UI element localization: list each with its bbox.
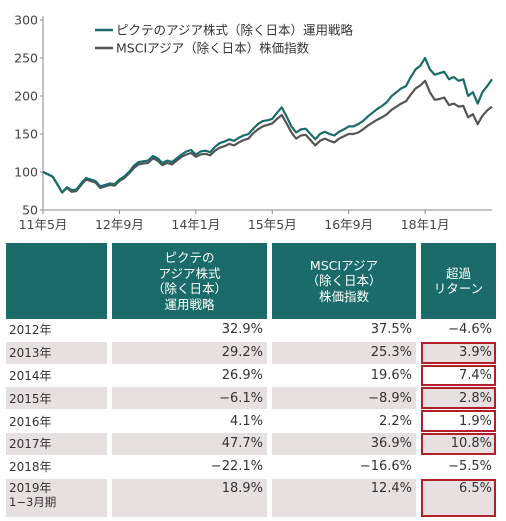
x-tick-label: 16年9月 [324,217,373,232]
year-label: 2012年 [9,323,52,338]
header-line: MSCIアジア [309,257,379,273]
year-cell: 2012年 [6,319,112,342]
header-excess: 超過 リターン [421,243,496,319]
strategy-return-cell: 4.1% [112,410,272,433]
index-return-cell: 37.5% [272,319,421,342]
header-line: ピクテの [164,250,215,265]
index-return-cell: 36.9% [272,432,421,456]
table-row: 2012年 32.9% 37.5% −4.6% [6,319,496,342]
strategy-return-cell: 29.2% [112,341,272,365]
excess-return-cell: 10.8% [421,432,496,456]
header-strategy: ピクテの アジア株式 （除く日本） 運用戦略 [112,243,272,319]
year-label: 2013年 [9,346,52,361]
table-row: 2015年 −6.1% −8.9% 2.8% [6,387,496,411]
year-cell: 2014年 [6,364,112,388]
x-tick-label: 11年5月 [19,217,68,232]
year-label: 2019年 [9,480,52,495]
index-return-cell: 19.6% [272,364,421,388]
year-cell: 2018年 [6,455,112,479]
returns-table-wrap: ピクテの アジア株式 （除く日本） 運用戦略 MSCIアジア （除く日本） 株価… [6,243,496,518]
excess-return-cell: 6.5% [421,478,496,518]
y-tick-label: 150 [14,127,38,142]
table-row: 2018年 −22.1% −16.6% −5.5% [6,455,496,479]
series-line-index [42,79,493,194]
excess-return-cell: −5.5% [421,455,496,479]
y-tick-label: 250 [14,51,38,66]
year-cell: 2016年 [6,410,112,433]
strategy-return-cell: −22.1% [112,455,272,479]
strategy-return-cell: 26.9% [112,364,272,388]
table-header-row: ピクテの アジア株式 （除く日本） 運用戦略 MSCIアジア （除く日本） 株価… [6,243,496,319]
header-line: （除く日本） [306,273,382,289]
index-return-cell: 2.2% [272,410,421,433]
header-line: 運用戦略 [164,296,215,312]
y-tick-label: 300 [14,13,38,28]
header-index: MSCIアジア （除く日本） 株価指数 [272,243,421,319]
table-row: 2014年 26.9% 19.6% 7.4% [6,364,496,388]
index-return-cell: 25.3% [272,341,421,365]
year-cell: 2017年 [6,432,112,456]
performance-line-chart: 50 100 150 200 250 300 11年5月 12年9月 14年1月 15年5月 16年… [14,13,493,232]
x-tick-label: 14年1月 [171,217,220,232]
year-label: 2016年 [9,414,52,429]
x-tick-label: 18年1月 [401,217,450,232]
header-line: （除く日本） [151,281,227,296]
returns-table: ピクテの アジア株式 （除く日本） 運用戦略 MSCIアジア （除く日本） 株価… [6,243,496,518]
year-cell: 2019年 1−3月期 [6,478,112,518]
strategy-return-cell: 47.7% [112,432,272,456]
table-row: 2019年 1−3月期 18.9% 12.4% 6.5% [6,478,496,518]
series-line-strategy [42,56,493,194]
strategy-return-cell: 18.9% [112,478,272,518]
year-label: 2017年 [9,437,52,452]
excess-return-cell: 2.8% [421,387,496,411]
index-return-cell: −8.9% [272,387,421,411]
excess-return-cell: 3.9% [421,341,496,365]
table-row: 2013年 29.2% 25.3% 3.9% [6,341,496,365]
year-label: 2015年 [9,391,52,406]
index-return-cell: 12.4% [272,478,421,518]
year-cell: 2013年 [6,341,112,365]
year-label: 2018年 [9,460,52,475]
strategy-return-cell: −6.1% [112,387,272,411]
year-cell: 2015年 [6,387,112,411]
excess-return-cell: −4.6% [421,319,496,342]
header-line: リターン [433,281,484,296]
header-line: 超過 [445,265,471,281]
table-row: 2016年 4.1% 2.2% 1.9% [6,410,496,433]
header-line: 株価指数 [318,288,369,304]
x-tick-label: 12年9月 [95,217,144,232]
y-tick-label: 100 [14,165,38,180]
year-label: 2014年 [9,368,52,383]
excess-return-cell: 1.9% [421,410,496,433]
header-line: アジア株式 [158,265,221,281]
excess-return-cell: 7.4% [421,364,496,388]
table-row: 2017年 47.7% 36.9% 10.8% [6,432,496,456]
index-return-cell: −16.6% [272,455,421,479]
y-tick-label: 200 [14,89,38,104]
y-tick-label: 50 [22,203,38,218]
period-label: 1−3月期 [9,494,57,509]
strategy-return-cell: 32.9% [112,319,272,342]
legend-label: MSCIアジア（除く日本）株価指数 [116,41,310,56]
header-year [6,243,112,319]
x-tick-label: 15年5月 [248,217,297,232]
legend-label: ピクテのアジア株式（除く日本）運用戦略 [116,23,354,38]
